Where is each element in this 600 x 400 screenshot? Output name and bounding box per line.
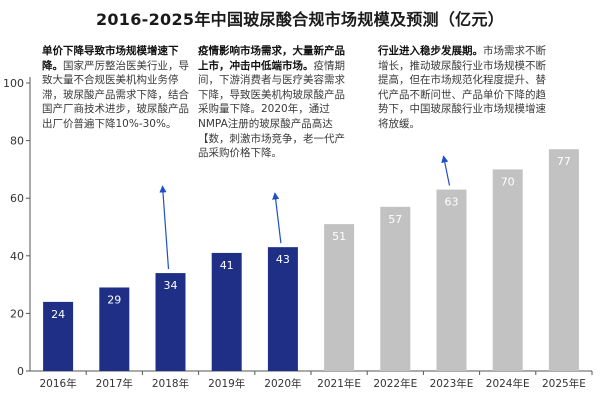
data-label: 34 bbox=[164, 279, 178, 292]
x-tick-label: 2016年 bbox=[39, 377, 76, 390]
annotation-pandemic: 疫情影响市场需求，大量新产品上市，冲击中低端市场。疫情期间，下游消费者与医疗美容… bbox=[198, 44, 350, 161]
bar bbox=[380, 206, 411, 371]
annotation-price-drop: 单价下降导致市场规模增速下降。国家严厉整治医美行业，导致大量不合规医美机构业务停… bbox=[42, 44, 192, 132]
bar bbox=[211, 252, 242, 371]
annotation-pandemic-body: 疫情期间，下游消费者与医疗美容需求下降，导致医美机构玻尿酸产品采购量下降。202… bbox=[198, 59, 345, 160]
x-tick-label: 2020年 bbox=[264, 377, 301, 390]
annotation-price-drop-body: 国家严厉整治医美行业，导致大量不合规医美机构业务停滞，玻尿酸产品需求下降，结合国… bbox=[42, 59, 189, 130]
annotation-arrow bbox=[159, 185, 170, 270]
data-label: 77 bbox=[557, 155, 571, 168]
bar bbox=[267, 247, 298, 371]
data-label: 41 bbox=[220, 259, 234, 272]
x-tick-label: 2025年E bbox=[542, 377, 586, 390]
x-tick-label: 2021年E bbox=[317, 377, 361, 390]
annotation-steady-growth-body: 市场需求不断增长，推动玻尿酸行业市场规模不断提高，但在市场规范化程度提升、替代产… bbox=[378, 45, 546, 130]
x-tick-label: 2022年E bbox=[373, 377, 417, 390]
y-tick-label: 100 bbox=[3, 77, 24, 90]
bar bbox=[155, 273, 186, 371]
data-label: 63 bbox=[445, 196, 459, 209]
bar bbox=[43, 301, 74, 371]
bar bbox=[99, 287, 130, 371]
bar bbox=[324, 224, 355, 371]
annotation-arrow bbox=[272, 192, 282, 244]
annotation-steady-growth: 行业进入稳步发展期。市场需求不断增长，推动玻尿酸行业市场规模不断提高，但在市场规… bbox=[378, 44, 556, 132]
data-label: 51 bbox=[332, 230, 346, 243]
data-label: 24 bbox=[51, 308, 65, 321]
y-tick-label: 0 bbox=[17, 365, 24, 378]
bar bbox=[548, 149, 579, 371]
bar bbox=[436, 189, 467, 371]
data-label: 70 bbox=[501, 175, 515, 188]
y-tick-label: 60 bbox=[10, 192, 24, 205]
bar bbox=[492, 169, 523, 371]
y-tick-label: 80 bbox=[10, 135, 24, 148]
chart-title: 2016-2025年中国玻尿酸合规市场规模及预测（亿元） bbox=[95, 10, 505, 29]
x-tick-label: 2018年 bbox=[152, 377, 189, 390]
data-label: 29 bbox=[107, 293, 121, 306]
data-label: 57 bbox=[388, 213, 402, 226]
annotation-price-drop-heading: 单价下降导致市场规模增速下降。 bbox=[42, 45, 179, 72]
annotation-pandemic-heading: 疫情影响市场需求，大量新产品上市，冲击中低端市场。 bbox=[198, 45, 345, 72]
y-tick-label: 40 bbox=[10, 250, 24, 263]
x-tick-label: 2019年 bbox=[208, 377, 245, 390]
y-tick-label: 20 bbox=[10, 307, 24, 320]
x-tick-label: 2017年 bbox=[96, 377, 133, 390]
data-label: 43 bbox=[276, 253, 290, 266]
x-tick-label: 2023年E bbox=[430, 377, 474, 390]
annotation-steady-growth-heading: 行业进入稳步发展期。 bbox=[378, 45, 483, 57]
x-tick-label: 2024年E bbox=[486, 377, 530, 390]
annotation-arrow bbox=[441, 155, 451, 186]
